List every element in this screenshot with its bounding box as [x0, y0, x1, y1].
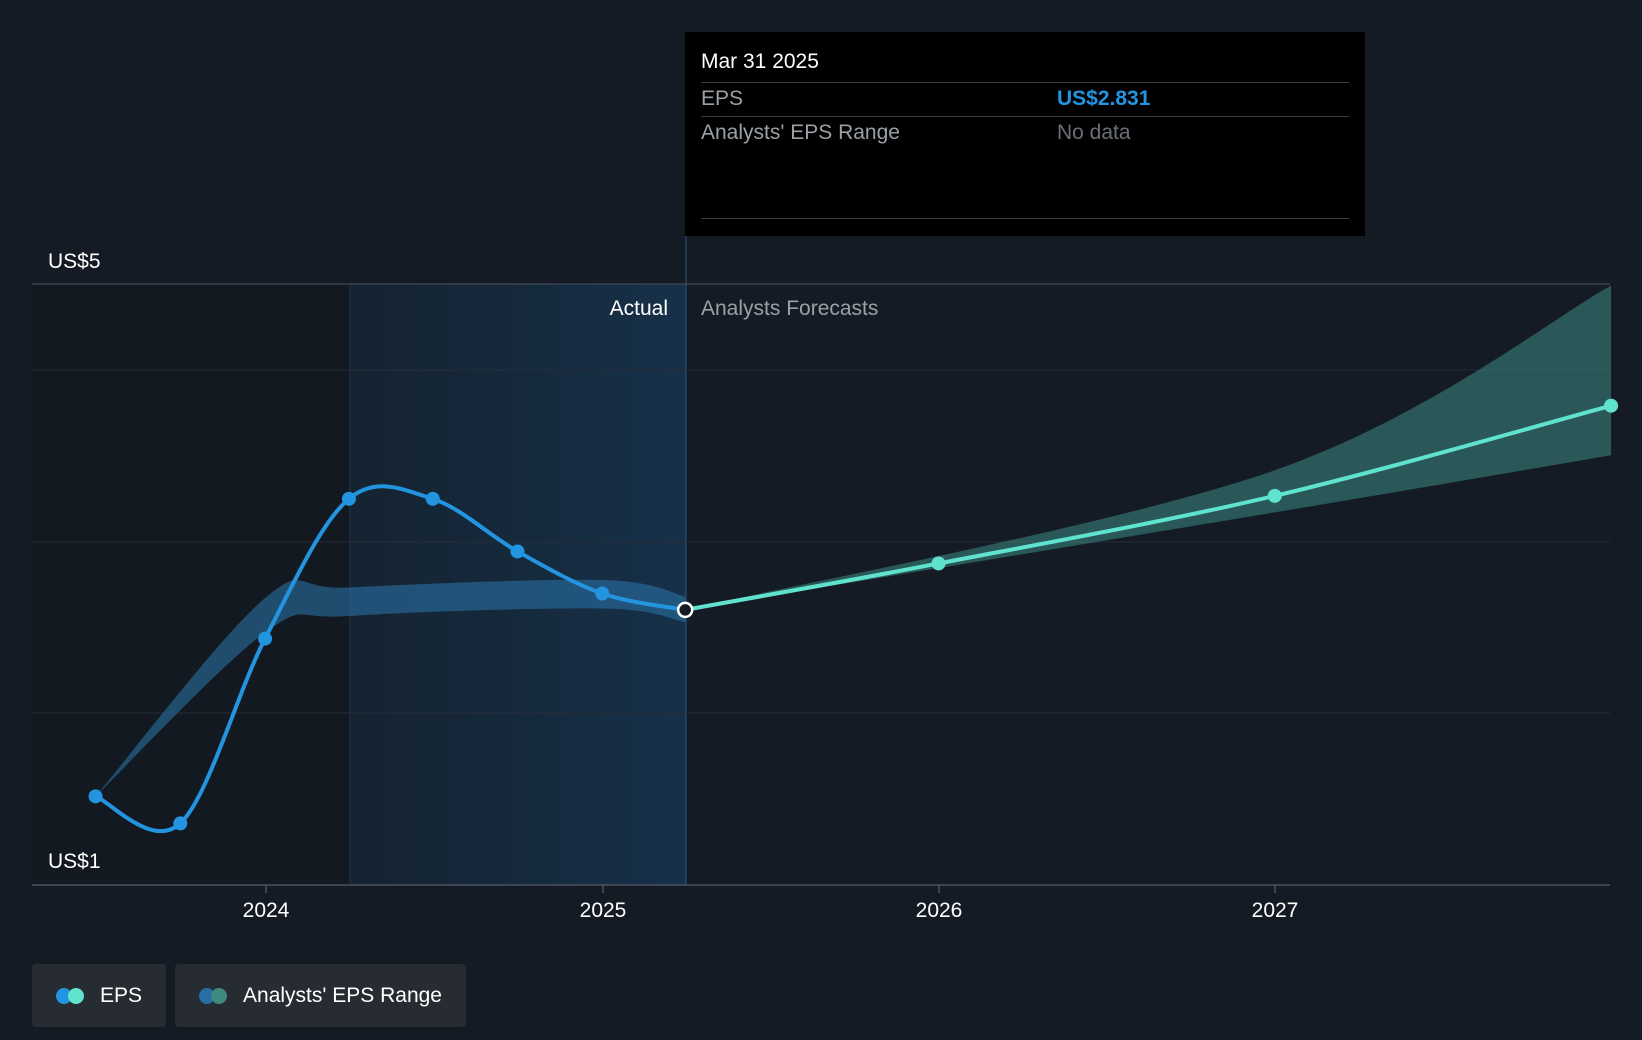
chart-legend: EPS Analysts' EPS Range [32, 964, 466, 1027]
eps-actual-point[interactable] [595, 586, 610, 601]
actual-section-label: Actual [610, 297, 668, 320]
legend-range-label: Analysts' EPS Range [243, 983, 442, 1007]
eps-actual-point[interactable] [425, 491, 440, 506]
tooltip-range-value: No data [1057, 121, 1131, 144]
eps-forecast-point[interactable] [1604, 398, 1619, 413]
eps-forecast-line [683, 403, 1614, 612]
x-tick-label: 2025 [580, 899, 627, 922]
tooltip-eps-row: EPS US$2.831 [701, 82, 1349, 117]
eps-range-band-forecast [685, 285, 1612, 610]
tooltip-date: Mar 31 2025 [701, 50, 819, 73]
x-tick-label: 2027 [1252, 899, 1299, 922]
eps-forecast-point[interactable] [1267, 488, 1282, 503]
legend-eps-button[interactable]: EPS [32, 964, 167, 1027]
eps-selected-point[interactable] [676, 601, 694, 619]
forecast-section-label: Analysts Forecasts [701, 297, 878, 320]
legend-range-button[interactable]: Analysts' EPS Range [175, 964, 466, 1027]
eps-actual-line [93, 484, 688, 834]
tooltip-range-label: Analysts' EPS Range [701, 121, 900, 144]
eps-legend-icon [56, 987, 86, 1004]
eps-forecast-point[interactable] [931, 556, 946, 571]
eps-actual-point[interactable] [341, 491, 356, 506]
y-axis-label-top: US$5 [48, 250, 101, 273]
x-tick-label: 2024 [243, 899, 290, 922]
tooltip-eps-label: EPS [701, 87, 744, 110]
eps-range-band-actual [95, 579, 686, 797]
y-axis-label-bottom: US$1 [48, 850, 101, 873]
tooltip-divider [701, 218, 1349, 219]
data-tooltip: Mar 31 2025 EPS US$2.831 Analysts' EPS R… [685, 32, 1365, 236]
eps-actual-point[interactable] [88, 789, 103, 804]
eps-actual-point[interactable] [258, 631, 273, 646]
tooltip-eps-value: US$2.831 [1057, 87, 1151, 110]
legend-eps-label: EPS [100, 983, 143, 1007]
eps-actual-point[interactable] [173, 816, 188, 831]
x-tick-label: 2026 [916, 899, 963, 922]
tooltip-range-row: Analysts' EPS Range No data [701, 116, 1349, 151]
range-legend-icon [199, 987, 229, 1004]
eps-actual-point[interactable] [510, 544, 525, 559]
